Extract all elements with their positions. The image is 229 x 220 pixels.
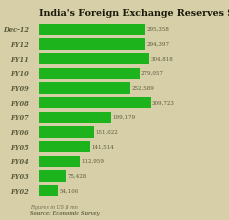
Bar: [39, 38, 145, 50]
Bar: [39, 170, 66, 182]
Bar: [39, 53, 149, 64]
Bar: [39, 141, 90, 152]
Text: 252,589: 252,589: [131, 86, 154, 90]
Text: 54,106: 54,106: [60, 188, 79, 193]
Text: Source: Economic Survey: Source: Economic Survey: [30, 211, 99, 216]
Text: 199,179: 199,179: [112, 115, 135, 120]
Bar: [39, 156, 80, 167]
Text: 309,723: 309,723: [152, 100, 175, 105]
Bar: [39, 126, 94, 138]
Bar: [39, 24, 145, 35]
Text: 112,959: 112,959: [81, 159, 104, 164]
Bar: [39, 185, 58, 196]
Text: 279,057: 279,057: [141, 71, 164, 76]
Bar: [39, 97, 151, 108]
Bar: [39, 68, 140, 79]
Bar: [39, 112, 111, 123]
Text: 295,358: 295,358: [147, 27, 170, 32]
Bar: [39, 82, 130, 94]
Text: 75,428: 75,428: [68, 174, 87, 178]
Text: India's Foreign Exchange Reserves Since FY02: India's Foreign Exchange Reserves Since …: [39, 9, 229, 18]
Text: 141,514: 141,514: [91, 144, 114, 149]
Text: Figures in US $ mn: Figures in US $ mn: [30, 205, 78, 211]
Text: 151,622: 151,622: [95, 130, 118, 134]
Text: 304,818: 304,818: [150, 56, 173, 61]
Text: 294,397: 294,397: [147, 42, 169, 46]
